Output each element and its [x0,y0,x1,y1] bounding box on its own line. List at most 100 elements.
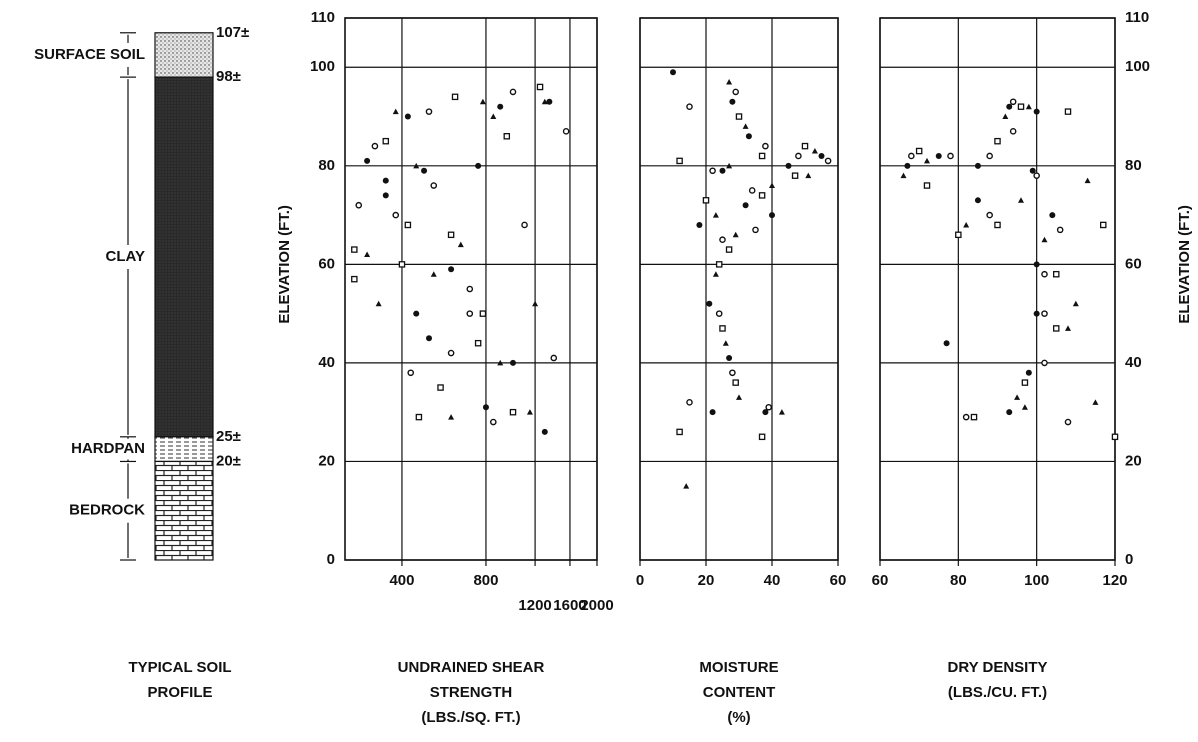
plot-frame [880,18,1115,560]
point [1018,104,1023,109]
point [924,183,929,188]
point [542,429,548,435]
point [779,409,785,415]
point [1042,237,1048,243]
point [1011,129,1016,134]
point [909,153,914,158]
point [1006,409,1012,415]
point [760,153,765,158]
point [720,237,725,242]
point [786,163,792,169]
point [1065,419,1070,424]
figure: 020406080100110400800120016002000ELEVATI… [0,0,1198,737]
y-tick-label: 100 [310,58,335,75]
point [1058,227,1063,232]
point [710,168,715,173]
point [743,202,749,208]
point [717,262,722,267]
soil-layer [155,33,213,77]
point [1011,99,1016,104]
x-tick-label: 120 [1102,572,1127,589]
layer-label: SURFACE SOIL [34,46,145,63]
point [426,109,431,114]
point [408,370,413,375]
x-axis-label: CONTENT [703,684,776,701]
point [438,385,443,390]
point [383,139,388,144]
elevation-label: 107± [216,24,249,41]
point [956,232,961,237]
point [901,173,907,179]
point [769,183,775,189]
x-tick-label: 100 [1024,572,1049,589]
x-tick-label: 20 [698,572,715,589]
point [677,158,682,163]
elevation-label: 20± [216,452,241,469]
point [703,198,708,203]
point [670,69,676,75]
point [483,404,489,410]
point [546,99,552,105]
point [683,483,689,489]
point [826,158,831,163]
point [491,419,496,424]
point [736,394,742,400]
point [766,405,771,410]
y-tick-label: 40 [1125,354,1142,371]
x-tick-label: 1200 [518,597,551,614]
point [383,178,389,184]
point [746,133,752,139]
point [480,99,486,105]
y-axis-label: ELEVATION (FT.) [1176,205,1193,324]
x-axis-label: MOISTURE [699,659,778,676]
point [975,163,981,169]
point [975,197,981,203]
point [416,415,421,420]
point [1054,326,1059,331]
point [458,242,464,248]
y-tick-label: 0 [327,551,335,568]
point [1092,399,1098,405]
y-tick-label: 60 [318,255,335,272]
point [760,193,765,198]
point [448,232,453,237]
point [448,350,453,355]
point [480,311,485,316]
point [413,311,419,317]
point [1002,114,1008,120]
y-tick-label: 80 [1125,157,1142,174]
point [364,252,370,258]
point [713,212,719,218]
point [1034,109,1040,115]
layer-label: BEDROCK [69,502,145,519]
point [383,192,389,198]
point [1030,168,1036,174]
point [717,311,722,316]
point [733,380,738,385]
point [1112,434,1117,439]
point [944,340,950,346]
point [1022,380,1027,385]
point [1026,104,1032,110]
point [421,168,427,174]
point [522,222,527,227]
point [527,409,533,415]
point [490,114,496,120]
soil-layer [155,437,213,462]
x-axis-label: DRY DENSITY [947,659,1047,676]
point [426,335,432,341]
point [723,340,729,346]
x-axis-label: (%) [727,709,750,726]
x-axis-label: (LBS./CU. FT.) [948,684,1047,701]
layer-label: HARDPAN [71,440,145,457]
point [537,84,542,89]
point [763,144,768,149]
point [736,114,741,119]
point [743,123,749,128]
point [760,434,765,439]
point [924,158,930,164]
profile-title: TYPICAL SOIL [128,659,231,676]
point [987,212,992,217]
point [510,410,515,415]
point [376,301,382,307]
